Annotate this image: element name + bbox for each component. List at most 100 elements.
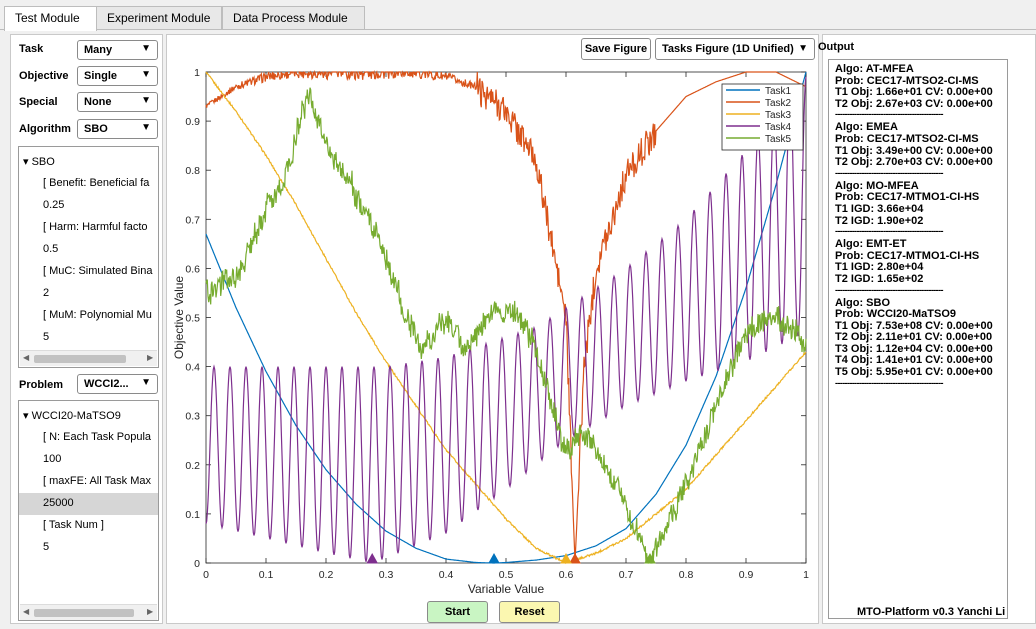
legend-box [721,83,804,151]
scroll-thumb[interactable] [34,355,126,363]
output-log-line: T5 Obj: 5.95e+01 CV: 0.00e+00 [835,366,993,379]
output-log-line: Algo: EMT-ET [835,238,907,251]
algorithm-tree-hscrollbar[interactable]: ◀ ▶ [20,350,157,366]
y-tick-label: 0.5 [185,313,200,325]
objective-select[interactable]: Single ▼ [77,66,158,86]
algorithm-parameter-tree[interactable]: ◀ ▶ ▾ SBO [ Benefit: Beneficial fa 0.25 [ H… [18,146,159,368]
y-axis-label: Objective Value [172,276,186,359]
special-label: Special [19,96,58,108]
scroll-right-icon[interactable]: ▶ [147,353,154,362]
problem-label: Problem [19,379,64,391]
tree-item[interactable]: 2 [43,287,50,299]
tree-item[interactable]: 0.5 [43,243,59,255]
y-tick-label: 0.6 [185,263,200,275]
reset-button[interactable]: Reset [499,601,560,623]
tree-item[interactable]: 0.25 [43,199,65,211]
output-separator: ----------------------------------------… [835,285,943,295]
dropdown-arrow-icon: ▼ [141,43,151,54]
tree-item[interactable]: [ MuC: Simulated Bina [43,265,153,277]
problem-parameter-tree[interactable]: ◀ ▶ ▾ WCCI20-MaTSO9 [ N: Each Task Popula… [18,400,159,621]
tree-item[interactable]: 100 [43,453,62,465]
x-tick-label: 0.6 [559,569,574,581]
output-log-line: T2 Obj: 2.70e+03 CV: 0.00e+00 [835,156,993,169]
y-tick-label: 0.2 [185,460,200,472]
y-tick-label: 0 [194,558,200,570]
tab-experiment-module[interactable]: Experiment Module [96,6,222,30]
problem-select[interactable]: WCCI2... ▼ [77,374,158,394]
special-select[interactable]: None ▼ [77,92,158,112]
output-log-line: Prob: CEC17-MTMO1-CI-HS [835,249,980,262]
output-log-line: Prob: CEC17-MTSO2-CI-MS [835,74,979,87]
start-button[interactable]: Start [427,601,488,623]
output-log-line: T2 Obj: 2.67e+03 CV: 0.00e+00 [835,97,993,110]
tree-item[interactable]: [ MuM: Polynomial Mu [43,309,152,321]
tree-item[interactable]: [ Benefit: Beneficial fa [43,177,150,189]
dropdown-arrow-icon: ▼ [141,95,151,106]
y-tick-label: 0.8 [185,165,200,177]
tab-test-module[interactable]: Test Module [4,6,97,31]
tree-item[interactable]: [ Task Num ] [43,519,104,531]
tree-item[interactable]: [ Harm: Harmful facto [43,221,148,233]
dropdown-arrow-icon: ▼ [798,43,808,54]
output-log-line: Prob: WCCI20-MaTSO9 [835,308,957,321]
series-line-task4 [205,76,807,562]
output-separator: ----------------------------------------… [835,110,943,120]
legend-label: Task5 [765,134,792,145]
y-tick-label: 0.9 [185,116,200,128]
algorithm-select[interactable]: SBO ▼ [77,119,158,139]
x-tick-label: 0.8 [679,569,694,581]
optimum-marker-task5 [644,552,656,564]
problem-select-value: WCCI2... [84,378,129,390]
y-tick-label: 0.1 [185,509,200,521]
x-tick-label: 0.9 [739,569,754,581]
optimum-marker-task4 [366,552,379,564]
x-tick-label: 0.5 [499,569,514,581]
output-panel: Output Algo: AT-MFEA Prob: CEC17-MTSO2-CI… [818,34,1036,624]
plot-area [205,71,807,564]
output-log-line: Algo: MO-MFEA [835,179,919,192]
output-log-line: Algo: SBO [835,296,890,309]
module-tab-bar: Test Module Experiment Module Data Proce… [0,0,1036,31]
dropdown-arrow-icon: ▼ [141,377,151,388]
scroll-left-icon[interactable]: ◀ [23,353,30,362]
output-log-line: T2 IGD: 1.65e+02 [835,272,924,285]
legend-label: Task3 [765,110,792,121]
tree-item[interactable]: 5 [43,331,50,343]
platform-footer: MTO-Platform v0.3 Yanchi Li [857,606,1006,618]
figure-type-select[interactable]: Tasks Figure (1D Unified) ▼ [655,38,815,60]
dropdown-arrow-icon: ▼ [141,69,151,80]
output-log-line: T3 Obj: 1.12e+04 CV: 0.00e+00 [835,342,993,355]
dropdown-arrow-icon: ▼ [141,122,151,133]
output-log-line: T1 Obj: 7.53e+08 CV: 0.00e+00 [835,319,993,332]
scroll-right-icon[interactable]: ▶ [147,607,154,616]
scroll-left-icon[interactable]: ◀ [23,607,30,616]
task-select[interactable]: Many ▼ [77,40,158,60]
scroll-thumb[interactable] [34,609,134,617]
tree-root-item[interactable]: ▾ SBO [23,156,55,168]
tree-item[interactable]: [ N: Each Task Popula [43,431,152,443]
tab-data-process-module[interactable]: Data Process Module [222,6,365,30]
objective-select-value: Single [84,70,118,82]
problem-tree-hscrollbar[interactable]: ◀ ▶ [20,604,157,620]
tree-root-item[interactable]: ▾ WCCI20-MaTSO9 [23,410,121,422]
output-log-line: T1 Obj: 3.49e+00 CV: 0.00e+00 [835,144,993,157]
save-figure-button[interactable]: Save Figure [581,38,651,60]
algorithm-label: Algorithm [19,123,71,135]
output-log-line: Prob: CEC17-MTSO2-CI-MS [835,132,979,145]
x-tick-label: 0 [203,569,209,581]
algorithm-select-value: SBO [84,123,108,135]
y-tick-label: 1 [194,67,200,79]
legend-label: Task4 [765,122,792,133]
objective-label: Objective [19,70,69,82]
output-log[interactable]: Algo: AT-MFEA Prob: CEC17-MTSO2-CI-MS T1 O… [828,59,1008,619]
x-tick-label: 1 [803,569,809,581]
tree-item[interactable]: 5 [43,541,50,553]
output-separator: ----------------------------------------… [835,227,943,237]
output-title: Output [818,41,855,53]
tasks-figure-chart[interactable]: 0 0.1 0.2 0.3 0.4 0.5 0.6 0.7 0.8 0.9 1 0 0.1 0.2 0.3 0… [166,34,819,594]
tree-item[interactable]: [ maxFE: All Task Max [43,475,151,487]
output-separator: ----------------------------------------… [835,378,943,388]
tree-item[interactable]: 25000 [19,493,158,515]
series-line-task5 [205,87,807,564]
output-log-line: T1 Obj: 1.66e+01 CV: 0.00e+00 [835,86,993,99]
